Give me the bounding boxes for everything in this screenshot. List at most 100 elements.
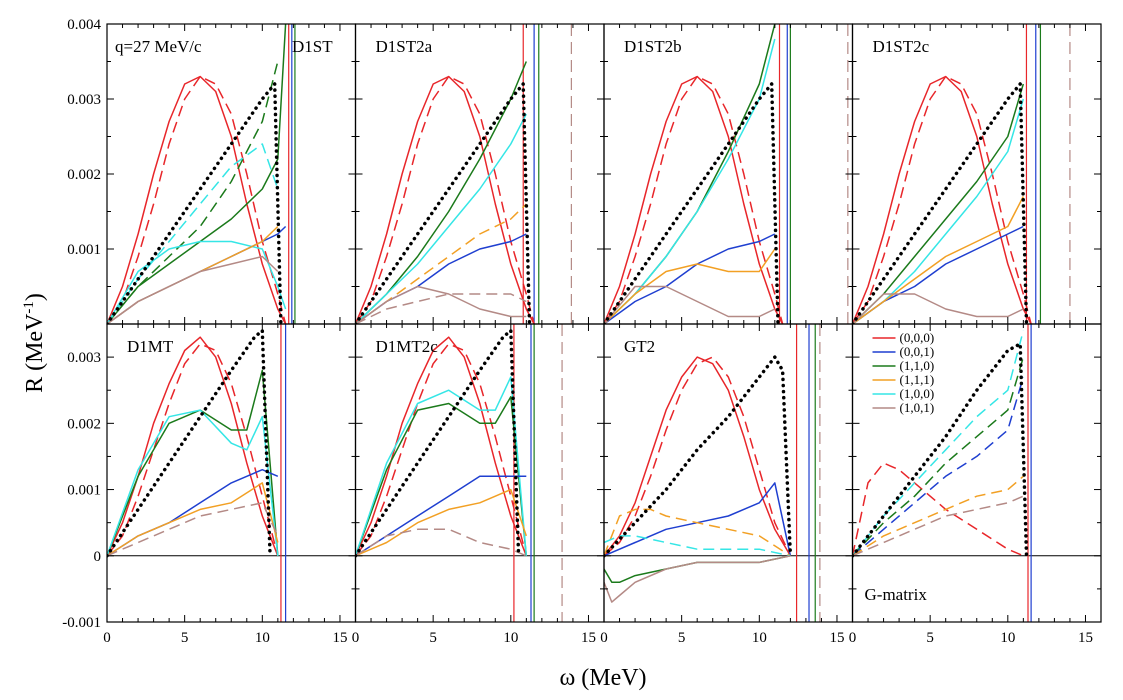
series-line-free-dotted	[355, 328, 521, 558]
legend-label: (0,0,0)	[900, 330, 935, 345]
series-line-000-solid	[604, 75, 784, 324]
momentum-label: q=27 MeV/c	[115, 37, 202, 56]
series-line-free-dotted	[852, 342, 1029, 558]
series-line-100-solid	[107, 409, 279, 557]
panel-G-matrix	[852, 324, 1101, 622]
x-tick-label: 5	[926, 630, 934, 646]
panel-GT2	[604, 324, 853, 622]
x-tick-label: 15	[1078, 630, 1093, 646]
y-tick-label: 0.004	[67, 17, 101, 33]
series-line-110-solid	[604, 555, 791, 584]
y-tick-label: 0.001	[67, 242, 101, 258]
x-tick-label: 15	[581, 630, 596, 646]
series-line-000-dashed	[604, 75, 784, 324]
x-tick-label: 15	[332, 630, 347, 646]
x-tick-label: 0	[352, 630, 360, 646]
series-line-free-dotted	[604, 355, 793, 558]
panel-label: D1ST	[292, 37, 333, 56]
series-line-000-solid	[852, 75, 1032, 324]
series-line-000-dashed	[852, 75, 1032, 324]
panel-label: D1ST2a	[376, 37, 433, 56]
x-tick-label: 0	[600, 630, 608, 646]
x-axis-title: ω (MeV)	[559, 665, 646, 691]
series-line-101-solid	[852, 293, 1024, 324]
series-line-000-dashed	[355, 75, 535, 324]
series-line-000-dashed	[604, 356, 792, 557]
series-line-110-solid	[355, 61, 527, 324]
series-line-111-dashed	[604, 508, 791, 557]
series-line-001-solid	[604, 482, 792, 557]
series-line-101-dashed	[355, 528, 527, 557]
x-tick-label: 15	[829, 630, 844, 646]
panel-frame	[106, 23, 357, 325]
series-line-101-solid	[604, 555, 791, 603]
series-line-110-solid	[604, 24, 776, 324]
axes-layer: 0.0010.0020.0030.004-0.00100.0010.0020.0…	[62, 17, 1102, 646]
y-tick-label: 0.003	[67, 350, 101, 366]
x-tick-label: 5	[181, 630, 189, 646]
legend-label: (1,0,0)	[900, 386, 935, 401]
series-line-110-dashed	[852, 356, 1025, 557]
panel-D1ST2a	[355, 24, 572, 324]
panel-label: G-matrix	[865, 585, 928, 604]
series-line-111-solid	[107, 482, 279, 557]
panel-label: D1MT	[127, 337, 174, 356]
x-tick-label: 10	[752, 630, 767, 646]
panel-D1ST2c	[852, 24, 1071, 324]
panel-D1ST2b	[604, 24, 849, 324]
series-line-111-solid	[604, 248, 776, 324]
series-line-001-solid	[852, 225, 1024, 324]
y-tick-label: -0.001	[62, 615, 101, 631]
x-tick-label: 5	[429, 630, 437, 646]
x-tick-label: 10	[255, 630, 270, 646]
series-line-free-dotted	[107, 82, 283, 324]
series-line-000-solid	[107, 75, 287, 324]
series-line-101-dashed	[852, 495, 1024, 557]
series-line-000-solid	[355, 75, 535, 324]
panel-frame	[603, 23, 854, 325]
series-line-101-solid	[604, 285, 776, 324]
panel-label: D1ST2c	[873, 37, 930, 56]
series-line-000-dashed	[107, 75, 287, 324]
series-line-111-dashed	[852, 475, 1024, 557]
y-tick-label: 0.002	[67, 416, 101, 432]
x-tick-label: 10	[1000, 630, 1015, 646]
panel-frame	[851, 23, 1102, 325]
x-tick-label: 5	[678, 630, 686, 646]
panel-label: GT2	[624, 337, 655, 356]
series-line-111-solid	[852, 196, 1024, 324]
series-line-000-solid	[355, 336, 527, 557]
series-line-111-solid	[355, 488, 528, 557]
series-line-101-solid	[355, 285, 527, 324]
series-line-110-dashed	[107, 61, 279, 324]
series-line-100-solid	[107, 240, 287, 324]
panel-D1MT2c	[355, 324, 604, 622]
labels-layer: D1ST D1ST2a D1ST2b D1ST2c D1MT D1MT2c GT2 G-mat…	[115, 37, 934, 604]
series-line-101-dashed	[355, 293, 527, 324]
panel-D1MT	[107, 324, 356, 622]
series-line-001-solid	[355, 233, 527, 324]
x-tick-label: 10	[503, 630, 518, 646]
series-line-001-dashed	[852, 376, 1025, 557]
panel-frame	[354, 23, 605, 325]
panel-label: D1MT2c	[376, 337, 439, 356]
series-line-100-solid	[355, 376, 528, 557]
series-line-000-solid	[604, 356, 792, 557]
series-line-000-solid	[107, 336, 279, 557]
series-line-100-dashed	[604, 535, 791, 557]
panel-D1ST	[107, 24, 296, 324]
series-line-100-dashed	[852, 330, 1025, 557]
series-line-110-solid	[107, 369, 279, 557]
series-line-free-dotted	[107, 328, 272, 558]
legend-label: (1,1,1)	[900, 372, 935, 387]
series-line-110-solid	[355, 396, 528, 557]
series-line-001-solid	[107, 225, 287, 324]
series-line-free-dotted	[355, 82, 532, 324]
series-line-000-dashed	[107, 343, 279, 557]
legend-label: (0,0,1)	[900, 344, 935, 359]
y-tick-label: 0.002	[67, 167, 101, 183]
series-line-100-solid	[355, 113, 527, 324]
series-line-001-solid	[604, 233, 776, 324]
panels-layer	[107, 24, 1101, 622]
